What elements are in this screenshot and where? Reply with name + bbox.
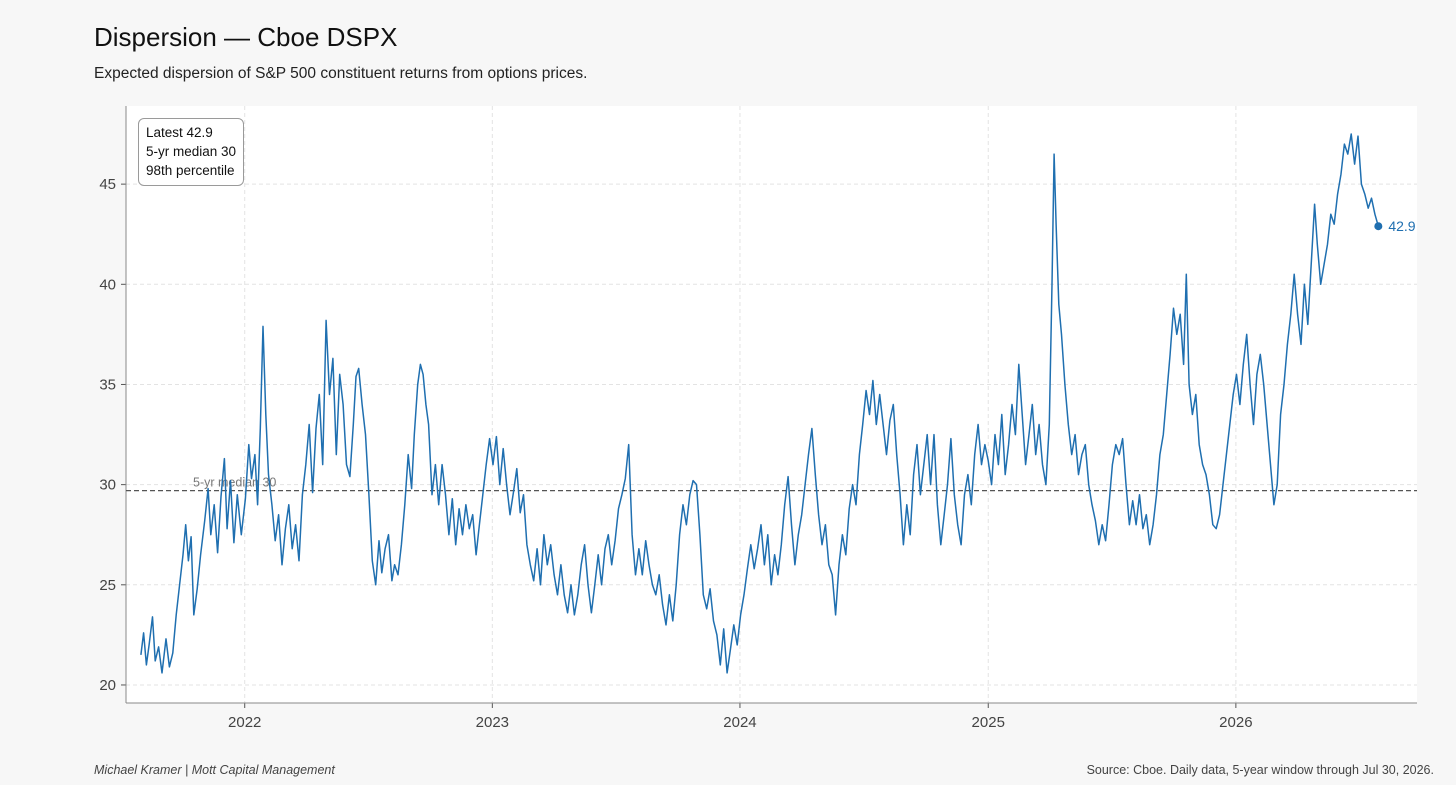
x-tick-label: 2026: [1219, 714, 1252, 731]
chart-subtitle: Expected dispersion of S&P 500 constitue…: [94, 65, 588, 82]
median-label: 5-yr median 30: [193, 476, 276, 490]
y-tick-label: 35: [99, 376, 116, 393]
y-tick-label: 45: [99, 176, 116, 193]
axes: [121, 106, 1417, 708]
chart-title: Dispersion — Cboe DSPX: [94, 22, 398, 52]
author-credit: Michael Kramer | Mott Capital Management: [94, 763, 335, 777]
y-tick-label: 20: [99, 677, 116, 694]
y-tick-label: 30: [99, 477, 116, 494]
grid-lines: [126, 106, 1417, 703]
stats-median: 5-yr median 30: [146, 144, 237, 159]
y-tick-label: 40: [99, 276, 116, 293]
x-tick-label: 2024: [723, 714, 756, 731]
dspx-series-line: [140, 133, 1380, 674]
x-tick-label: 2025: [972, 714, 1005, 731]
plot-area: [126, 106, 1417, 703]
latest-value-label: 42.9: [1388, 218, 1415, 234]
x-tick-label: 2023: [476, 714, 509, 731]
y-tick-label: 25: [99, 577, 116, 594]
stats-latest: Latest 42.9: [146, 125, 213, 140]
series-group: 42.9: [140, 133, 1416, 674]
stats-percentile: 98th percentile: [146, 163, 235, 178]
stats-box: Latest 42.9 5-yr median 30 98th percenti…: [138, 118, 245, 186]
x-tick-label: 2022: [228, 714, 261, 731]
source-note: Source: Cboe. Daily data, 5-year window …: [1086, 763, 1434, 777]
latest-point-marker: [1374, 222, 1383, 231]
